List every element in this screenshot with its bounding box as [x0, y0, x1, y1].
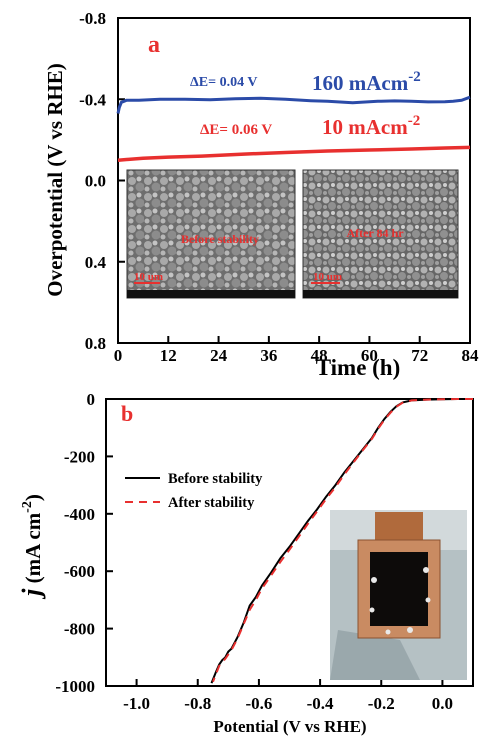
x-tick-label: 36: [260, 346, 277, 365]
y-tick-label: 0.4: [85, 253, 107, 272]
y-tick-label: -0.4: [79, 90, 106, 109]
electrode-photo-inset: [330, 510, 467, 680]
x-tick-label: 84: [462, 346, 480, 365]
x-tick-label: 72: [411, 346, 428, 365]
x-tick-label: 24: [210, 346, 228, 365]
x-tick-label: -0.2: [368, 694, 395, 713]
x-tick-label: 0.0: [432, 694, 453, 713]
panel-a-x-ticks: 0 12 24 36 48 60 72 84: [114, 336, 479, 365]
x-tick-label: -0.8: [184, 694, 211, 713]
y-tick-label: -800: [64, 620, 95, 639]
sem-inset-after-scale-text: 10 um: [313, 271, 342, 283]
panel-b-frame: [105, 398, 474, 687]
label-160-macm2-exponent: -2: [408, 69, 421, 85]
panel-b: b 0 -200 -400 -600 -800 -1000 -1.0 -0.8 -0.6 -0.…: [17, 390, 474, 736]
legend-label-after-stability: After stability: [168, 495, 255, 511]
sem-inset-before-caption: Before stability: [181, 232, 259, 246]
panel-a-x-axis-title: Time (h): [316, 355, 401, 380]
x-tick-label: -1.0: [123, 694, 150, 713]
panel-b-y-ticks: 0 -200 -400 -600 -800 -1000: [55, 390, 113, 696]
x-tick-label: 0: [114, 346, 123, 365]
legend: Before stability After stability: [125, 471, 263, 511]
panel-b-y-axis-unit: (mA cm: [21, 512, 45, 588]
label-10-macm2-exponent: -2: [408, 113, 421, 129]
panel-b-x-ticks: -1.0 -0.8 -0.6 -0.4 -0.2 0.0: [123, 679, 453, 713]
x-tick-label: 12: [160, 346, 177, 365]
panel-b-y-axis-close: ): [21, 494, 45, 501]
x-tick-label: -0.4: [307, 694, 334, 713]
label-10-macm2-text: 10 mAcm: [322, 115, 408, 139]
sem-inset-after: After 84 hr 10 um: [302, 169, 459, 299]
label-160-macm2-text: 160 mAcm: [312, 71, 409, 95]
y-tick-label: 0.8: [85, 334, 106, 353]
series-line-10-macm2: [117, 145, 471, 162]
legend-label-before-stability: Before stability: [168, 471, 263, 487]
annotation-delta-e-low: ΔE= 0.06 V: [200, 122, 272, 138]
y-tick-label: -400: [64, 505, 95, 524]
y-tick-label: -1000: [55, 677, 95, 696]
series-line-160-macm2: [116, 95, 471, 114]
panel-a-y-ticks: -0.8 -0.4 0.0 0.4 0.8: [79, 9, 125, 353]
annotation-delta-e-high: ΔE= 0.04 V: [190, 75, 257, 90]
series-line-after-stability: [212, 398, 473, 683]
panel-a: a -0.8 -0.4 0.0 0.4 0.8 0 12 24 36 48 60 72 84 Time…: [43, 9, 479, 380]
x-tick-label: -0.6: [245, 694, 272, 713]
label-10-macm2: 10 mAcm-2: [322, 113, 420, 139]
panel-b-x-axis-title: Potential (V vs RHE): [213, 717, 366, 736]
label-160-macm2: 160 mAcm-2: [312, 69, 421, 95]
y-tick-label: 0: [87, 390, 96, 409]
panel-a-y-axis-title: Overpotential (V vs RHE): [43, 63, 67, 297]
sem-inset-before-scale-text: 10 um: [134, 271, 163, 283]
panel-b-y-axis-title: j (mA cm-2): [17, 494, 46, 600]
y-tick-label: -600: [64, 562, 95, 581]
panel-a-letter: a: [148, 32, 160, 58]
y-tick-label: -0.8: [79, 9, 106, 28]
y-tick-label: 0.0: [85, 172, 106, 191]
panel-b-y-axis-exponent: -2: [20, 501, 35, 513]
panel-b-y-axis-symbol: j: [17, 588, 46, 600]
x-tick-label: 60: [361, 346, 378, 365]
sem-inset-after-caption: After 84 hr: [346, 226, 404, 240]
sem-inset-before: Before stability 10 um: [126, 169, 296, 299]
y-tick-label: -200: [64, 447, 95, 466]
panel-b-letter: b: [121, 401, 133, 426]
x-tick-label: 48: [311, 346, 328, 365]
